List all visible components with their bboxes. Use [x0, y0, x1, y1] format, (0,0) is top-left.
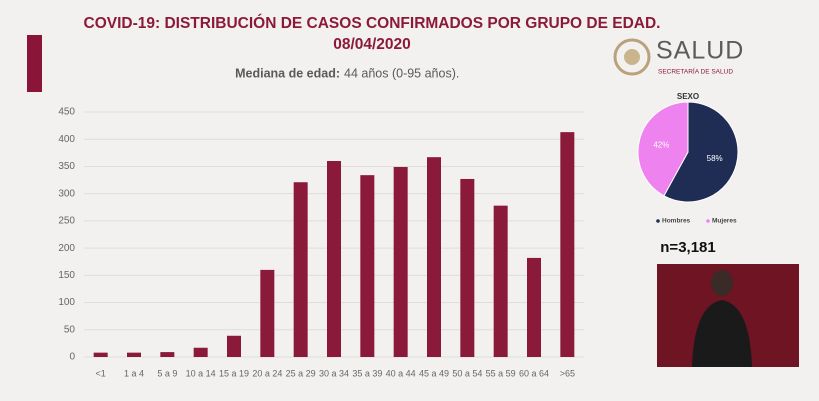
x-tick-label: 60 a 64 — [519, 368, 549, 378]
y-tick-label: 150 — [58, 270, 75, 281]
y-tick-label: 0 — [69, 352, 75, 363]
pie-label: 58% — [707, 154, 723, 163]
title: COVID-19: DISTRIBUCIÓN DE CASOS CONFIRMA… — [84, 14, 661, 32]
median-label: Mediana de edad: — [235, 66, 340, 80]
y-tick-label: 350 — [58, 161, 75, 172]
x-tick-label: 45 a 49 — [419, 368, 449, 378]
x-tick-label: 30 a 34 — [319, 368, 349, 378]
bar — [560, 132, 575, 357]
x-tick-label: >65 — [560, 368, 575, 378]
x-tick-label: 10 a 14 — [186, 368, 216, 378]
emblem — [613, 38, 651, 76]
y-tick-label: 300 — [58, 188, 75, 199]
bar — [260, 269, 275, 357]
bar — [93, 352, 108, 357]
x-tick-label: <1 — [96, 368, 106, 378]
bar — [427, 157, 441, 357]
x-tick-label: 15 a 19 — [219, 368, 249, 378]
x-tick-label: 20 a 24 — [252, 368, 282, 378]
logo: SALUD SECRETARÍA DE SALUD — [613, 37, 744, 76]
pie-label: 42% — [653, 140, 669, 149]
bar — [393, 166, 408, 357]
bar — [360, 175, 375, 357]
legend-label: Hombres — [662, 218, 691, 225]
legend-marker — [656, 219, 660, 223]
y-tick-label: 400 — [58, 134, 75, 145]
legend-label: Mujeres — [712, 218, 737, 225]
legend-marker — [706, 219, 710, 223]
x-tick-label: 1 a 4 — [124, 368, 144, 378]
bar — [193, 347, 208, 357]
x-tick-label: 55 a 59 — [486, 368, 516, 378]
y-tick-label: 200 — [58, 243, 75, 254]
date: 08/04/2020 — [333, 36, 411, 53]
sample-size: n=3,181 — [660, 239, 715, 256]
emblem-center — [624, 49, 640, 65]
video-feed — [657, 264, 799, 367]
pie-slice — [637, 101, 689, 197]
median-value: 44 años (0-95 años). — [344, 66, 459, 80]
x-tick-label: 50 a 54 — [452, 368, 482, 378]
y-tick-label: 450 — [58, 107, 75, 118]
bar — [527, 257, 541, 357]
bar — [493, 205, 508, 357]
x-tick-label: 35 a 39 — [352, 368, 382, 378]
pie-slice — [663, 101, 739, 203]
bar — [327, 161, 341, 357]
bar — [460, 178, 475, 357]
bar — [160, 352, 175, 357]
y-tick-label: 100 — [58, 297, 75, 308]
bar — [293, 182, 308, 357]
y-tick-label: 250 — [58, 216, 75, 227]
x-tick-label: 25 a 29 — [286, 368, 316, 378]
x-tick-label: 5 a 9 — [157, 368, 177, 378]
logo-text: SALUD — [656, 37, 744, 65]
x-tick-label: 40 a 44 — [386, 368, 416, 378]
bar — [127, 352, 141, 357]
y-tick-label: 50 — [64, 324, 76, 335]
interpreter-body — [692, 300, 752, 367]
pie-title: SEXO — [677, 92, 699, 101]
accent-bar — [27, 35, 42, 92]
bar — [227, 335, 241, 357]
logo-subtext: SECRETARÍA DE SALUD — [658, 67, 733, 76]
interpreter-head — [711, 270, 733, 296]
